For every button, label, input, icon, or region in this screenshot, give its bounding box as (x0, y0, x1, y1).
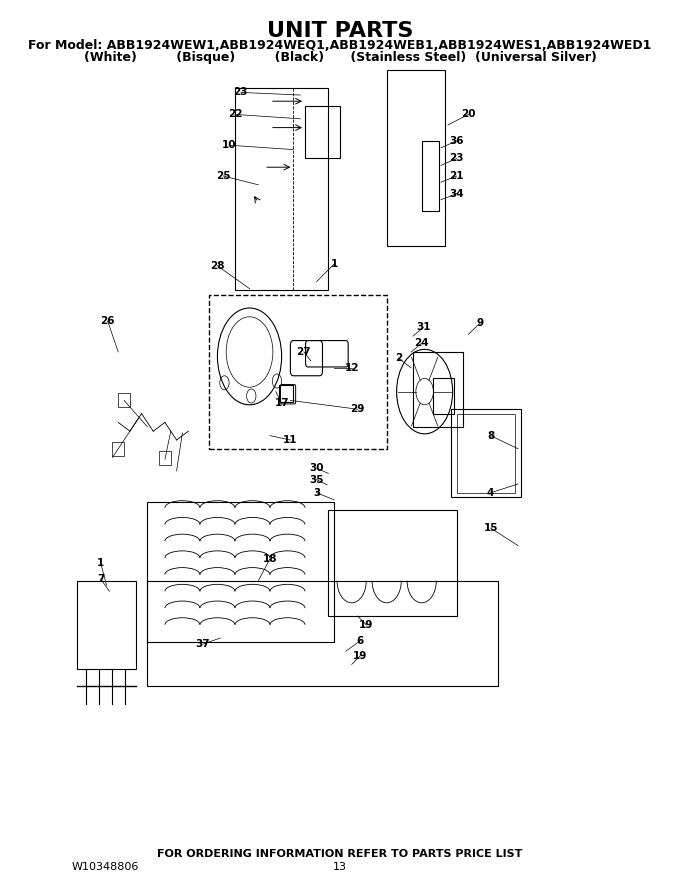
Text: 17: 17 (274, 398, 289, 408)
Text: 18: 18 (262, 554, 277, 564)
Text: 1: 1 (97, 558, 104, 568)
Text: 36: 36 (449, 136, 464, 146)
Text: 4: 4 (487, 488, 494, 498)
Text: 7: 7 (97, 574, 105, 584)
Text: 23: 23 (233, 87, 248, 98)
Text: 13: 13 (333, 862, 347, 872)
Text: FOR ORDERING INFORMATION REFER TO PARTS PRICE LIST: FOR ORDERING INFORMATION REFER TO PARTS … (157, 848, 523, 859)
Text: 28: 28 (210, 260, 224, 271)
Text: 37: 37 (196, 639, 210, 649)
Text: 10: 10 (222, 140, 237, 150)
Text: 2: 2 (394, 353, 402, 363)
Text: 34: 34 (449, 188, 464, 199)
Text: 25: 25 (216, 171, 231, 181)
Text: 3: 3 (313, 488, 320, 498)
Text: 35: 35 (309, 474, 324, 485)
Text: 19: 19 (359, 620, 373, 630)
Text: 24: 24 (414, 338, 429, 348)
Text: (White)         (Bisque)         (Black)      (Stainless Steel)  (Universal Silv: (White) (Bisque) (Black) (Stainless Stee… (84, 51, 596, 63)
Text: 6: 6 (357, 635, 364, 646)
Text: 31: 31 (416, 322, 430, 333)
Text: For Model: ABB1924WEW1,ABB1924WEQ1,ABB1924WEB1,ABB1924WES1,ABB1924WED1: For Model: ABB1924WEW1,ABB1924WEQ1,ABB19… (29, 40, 651, 52)
Text: 29: 29 (350, 404, 364, 414)
Text: 30: 30 (309, 463, 324, 473)
Text: 20: 20 (461, 109, 475, 120)
Text: 12: 12 (345, 363, 359, 373)
Text: W10348806: W10348806 (71, 862, 139, 872)
Text: 26: 26 (101, 316, 115, 326)
Text: 22: 22 (228, 109, 242, 120)
Text: 23: 23 (449, 153, 464, 164)
Text: 1: 1 (330, 259, 338, 269)
Text: 27: 27 (296, 347, 311, 357)
Text: UNIT PARTS: UNIT PARTS (267, 21, 413, 40)
Text: 21: 21 (449, 171, 464, 181)
Text: 9: 9 (477, 318, 483, 328)
Text: 19: 19 (353, 650, 368, 661)
Text: 15: 15 (483, 523, 498, 533)
Text: 8: 8 (487, 430, 494, 441)
Text: 11: 11 (283, 435, 298, 445)
